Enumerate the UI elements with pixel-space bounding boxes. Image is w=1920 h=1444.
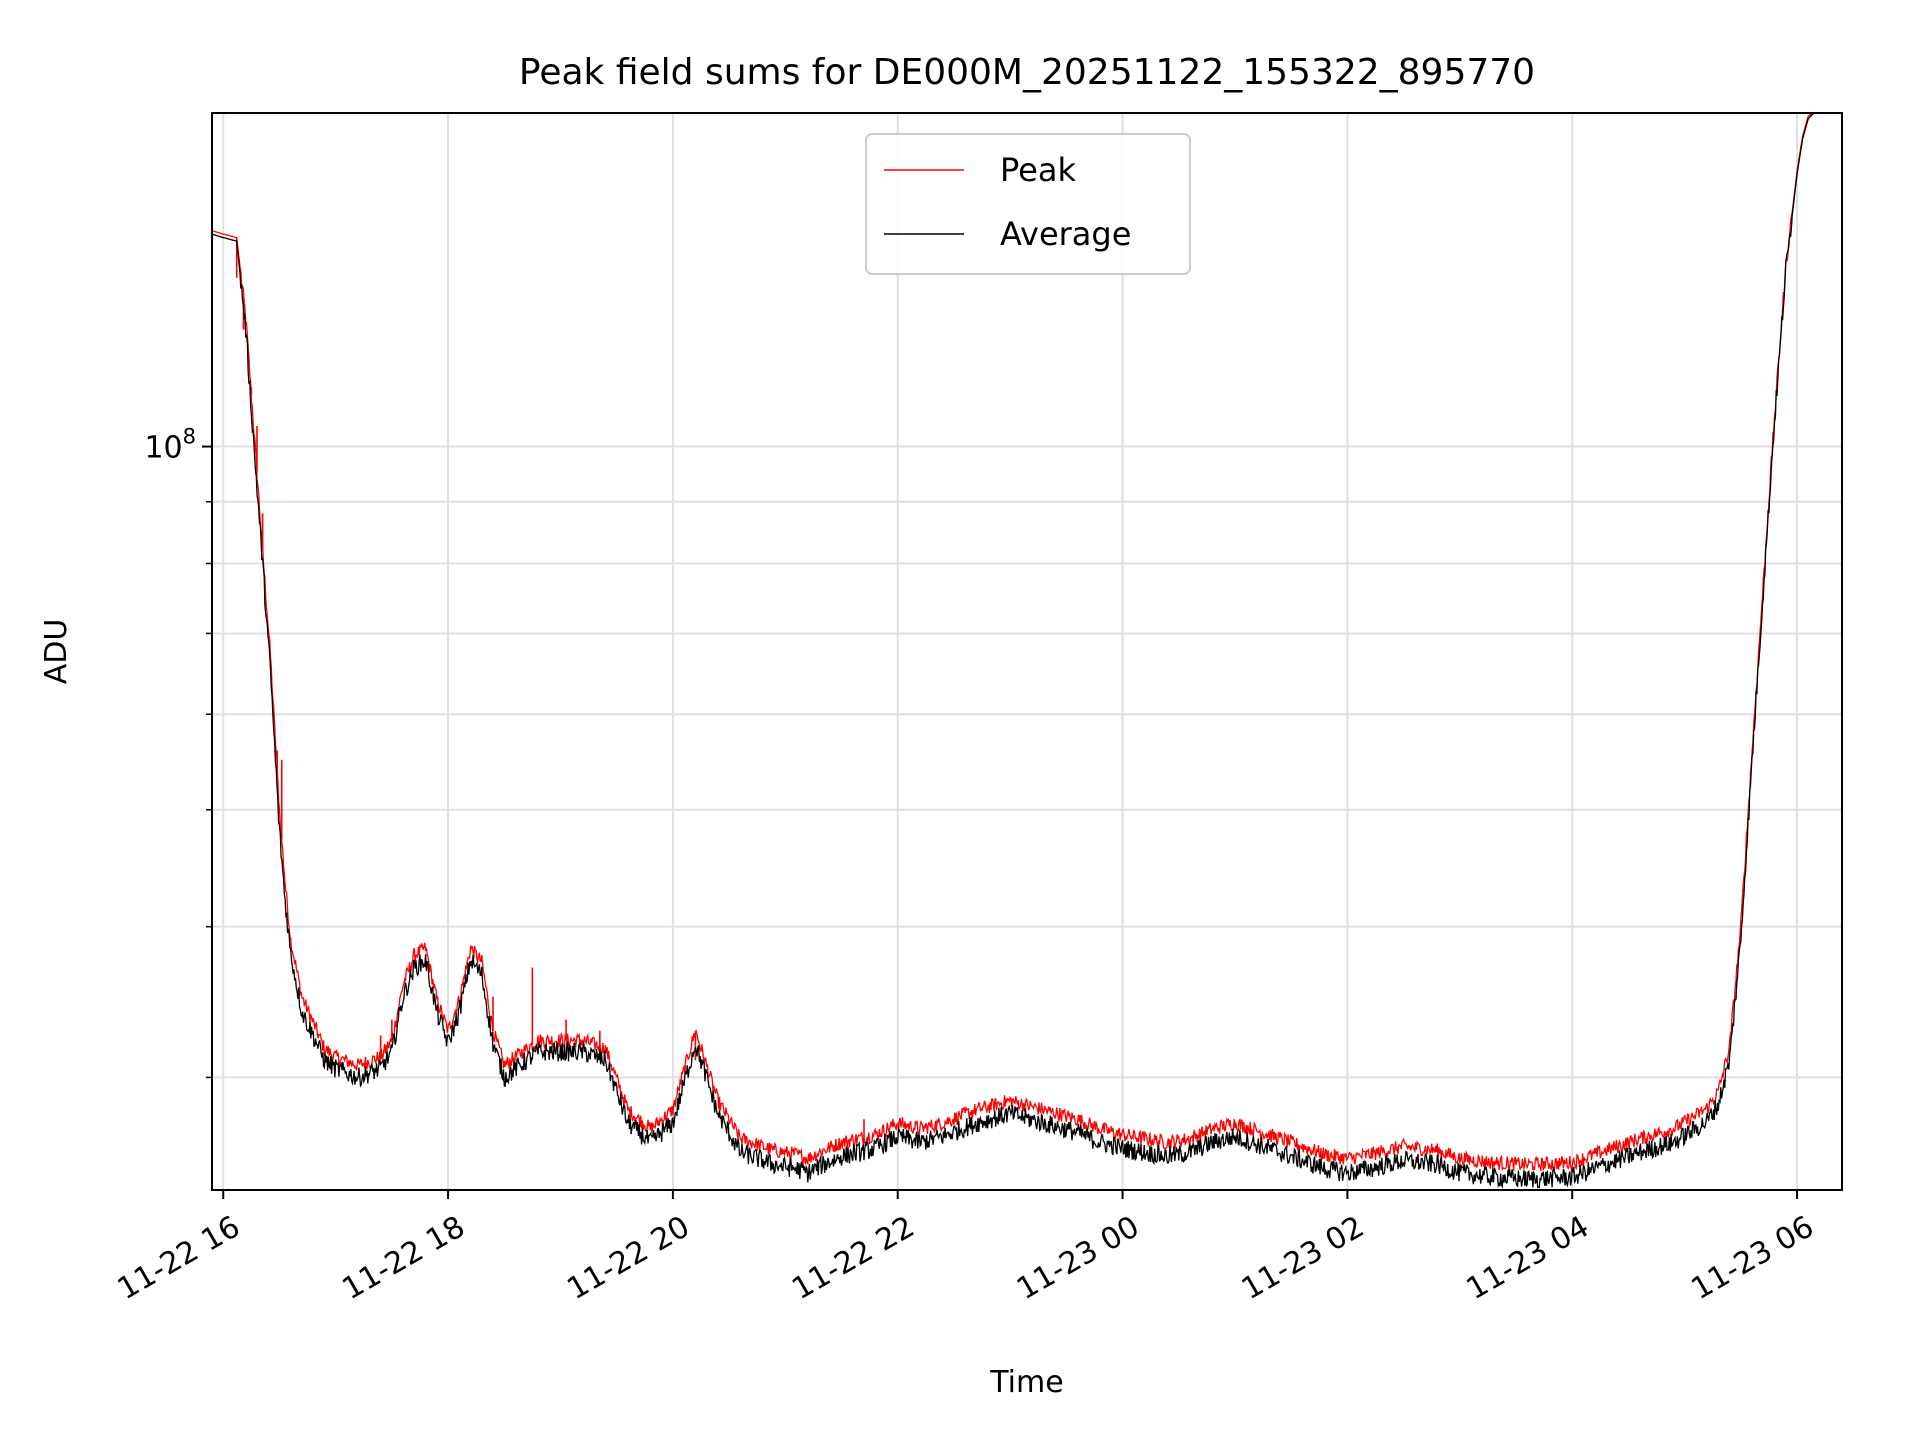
legend: Peak Average <box>865 133 1191 275</box>
average-series-line <box>211 112 1831 1189</box>
x-axis-label: Time <box>989 1365 1063 1400</box>
y-tick-label: 108 <box>144 425 196 466</box>
legend-label-average: Average <box>1000 215 1131 253</box>
y-tick-label-exponent: 8 <box>183 425 196 449</box>
peak-series-line <box>211 112 1831 1172</box>
axes-frame <box>211 112 1843 1191</box>
y-axis-label: ADU <box>39 619 74 685</box>
plot-lines <box>211 112 1831 1189</box>
grid <box>212 113 1842 1190</box>
y-tick-label-base: 10 <box>144 431 182 466</box>
chart-title: Peak field sums for DE000M_20251122_1553… <box>519 52 1535 93</box>
legend-label-peak: Peak <box>1000 151 1076 189</box>
legend-box <box>865 133 1191 275</box>
